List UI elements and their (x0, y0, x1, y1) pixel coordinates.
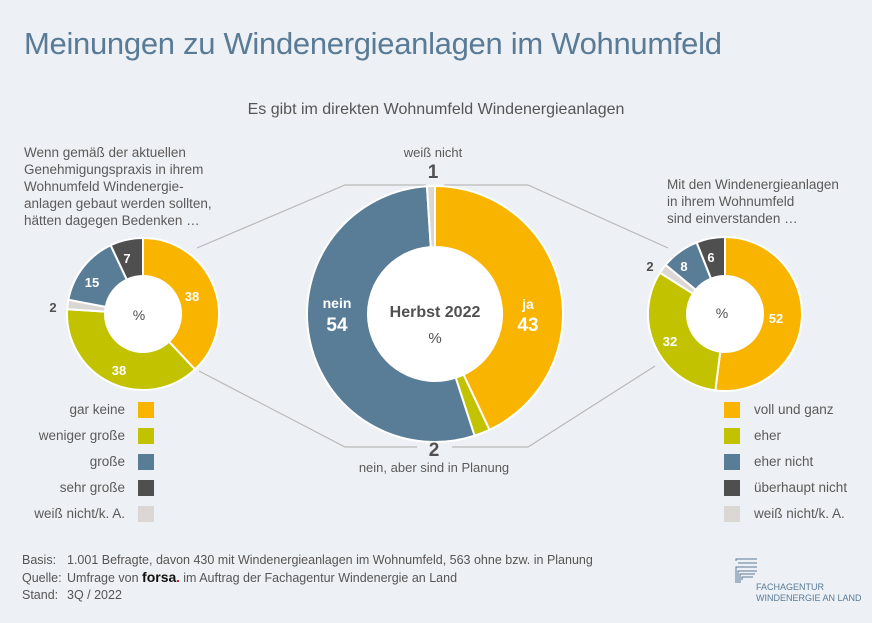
right-value-ueberhaupt-nicht: 6 (707, 250, 714, 265)
label-planung: nein, aber sind in Planung (359, 460, 509, 475)
right-question: Mit den Windenergieanlagen in ihrem Wohn… (667, 176, 839, 227)
right-value-eher: 32 (663, 334, 677, 349)
footer-quelle-pre: Umfrage von (67, 571, 139, 585)
value-weiss-nicht: 1 (428, 162, 439, 183)
left-legend-swatch (138, 428, 154, 444)
left-value-weniger-grosse: 38 (112, 363, 126, 378)
connector-lines (196, 184, 669, 448)
right-legend-swatch (724, 402, 740, 418)
footer-quelle-post: im Auftrag der Fachagentur Windenergie a… (183, 571, 458, 585)
label-ja: ja (521, 296, 534, 312)
footer-quelle: Quelle: Umfrage von forsa. im Auftrag der… (22, 569, 593, 587)
center-title: Herbst 2022 (390, 304, 481, 321)
donut-slice-right-0 (714, 235, 803, 392)
right-value-weiss-nicht: 2 (646, 259, 653, 274)
label-nein: nein (323, 295, 352, 311)
left-value-weiss-nicht: 2 (49, 300, 56, 315)
forsa-brand-dot: . (176, 571, 180, 585)
right-legend-label: weiß nicht/k. A. (754, 506, 845, 521)
donut-hole-center (368, 247, 502, 381)
connector-top-right (444, 184, 669, 249)
right-legend-label: überhaupt nicht (754, 480, 848, 495)
left-question-line: anlagen gebaut werden sollten, (24, 196, 212, 211)
connector-bottom-right (452, 365, 656, 448)
right-legend-swatch (724, 480, 740, 496)
value-nein: 54 (326, 315, 348, 336)
footer-basis: Basis: 1.001 Befragte, davon 430 mit Wind… (22, 552, 593, 569)
donut-hole-right (687, 276, 763, 352)
footer-notes: Basis: 1.001 Befragte, davon 430 mit Wind… (22, 552, 593, 604)
label-weiss-nicht: weiß nicht (403, 145, 463, 160)
logo-line-1: FACHAGENTUR (756, 582, 825, 592)
right-legend-swatch (724, 454, 740, 470)
left-question: Wenn gemäß der aktuellen Genehmigungspra… (24, 144, 212, 229)
donut-left (66, 236, 220, 391)
right-question-line: Mit den Windenergieanlagen (667, 177, 839, 192)
center-unit: % (428, 330, 441, 347)
connector-top-left (196, 184, 426, 249)
left-value-gar-keine: 38 (185, 289, 199, 304)
left-question-line: Wenn gemäß der aktuellen (24, 145, 186, 160)
left-legend-label: sehr große (59, 480, 125, 495)
logo-line-2: WINDENERGIE AN LAND (756, 593, 862, 603)
left-legend-swatch (138, 480, 154, 496)
right-value-voll-und-ganz: 52 (769, 311, 783, 326)
left-value-sehr-grosse: 7 (123, 251, 130, 266)
fachagentur-logo: FACHAGENTUR WINDENERGIE AN LAND (756, 582, 862, 604)
left-question-line: hätten dagegen Bedenken … (24, 213, 200, 228)
footer-basis-label: Basis: (22, 553, 57, 567)
value-planung: 2 (429, 440, 440, 461)
left-legend-swatch (138, 454, 154, 470)
left-legend-label: weiß nicht/k. A. (34, 506, 125, 521)
footer-stand-text: 3Q / 2022 (67, 588, 122, 602)
chart-subtitle: Es gibt im direkten Wohnumfeld Windenerg… (247, 101, 625, 118)
forsa-brand: forsa (142, 569, 177, 585)
fachagentur-logo-icon (735, 558, 757, 583)
connector-bottom-left (198, 370, 417, 448)
left-legend-swatch (138, 402, 154, 418)
footer-stand: Stand: 3Q / 2022 (22, 587, 593, 604)
left-legend-swatch (138, 506, 154, 522)
right-legend-label: eher (754, 428, 782, 443)
left-unit: % (133, 307, 145, 323)
value-ja: 43 (517, 315, 538, 336)
left-question-line: Wohnumfeld Windenergie- (24, 179, 184, 194)
right-question-line: in ihrem Wohnumfeld (667, 194, 795, 209)
footer-quelle-label: Quelle: (22, 571, 62, 585)
footer-stand-label: Stand: (22, 588, 59, 602)
left-legend-label: weniger große (38, 428, 125, 443)
page-title: Meinungen zu Windenergieanlagen im Wohnu… (24, 26, 722, 61)
right-legend-label: voll und ganz (754, 402, 834, 417)
left-legend-label: große (89, 454, 125, 469)
right-legend-label: eher nicht (754, 454, 814, 469)
right-legend-swatch (724, 428, 740, 444)
footer-basis-text: 1.001 Befragte, davon 430 mit Windenergi… (67, 553, 593, 567)
right-value-eher-nicht: 8 (680, 259, 687, 274)
left-value-grosse: 15 (85, 275, 99, 290)
donut-hole-left (105, 276, 181, 352)
right-legend-swatch (724, 506, 740, 522)
donut-center (306, 184, 564, 443)
left-question-line: Genehmigungspraxis in ihrem (24, 162, 204, 177)
left-legend-label: gar keine (69, 402, 125, 417)
right-unit: % (716, 305, 728, 321)
donut-right (647, 235, 803, 392)
right-question-line: sind einverstanden … (667, 211, 798, 226)
